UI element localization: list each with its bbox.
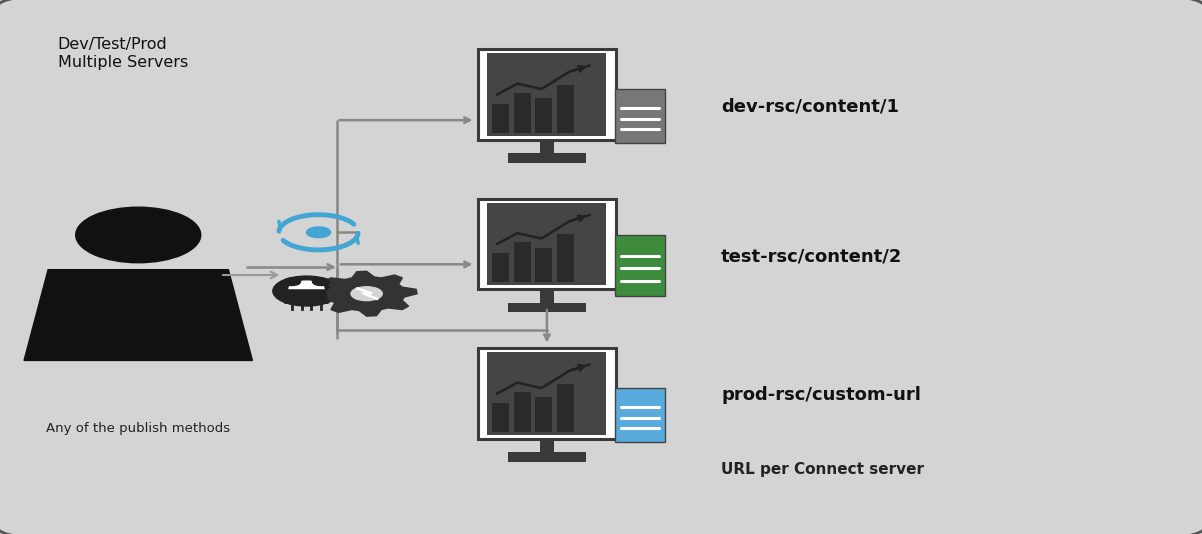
- FancyBboxPatch shape: [493, 253, 510, 282]
- Text: Any of the publish methods: Any of the publish methods: [46, 422, 231, 435]
- FancyBboxPatch shape: [536, 397, 553, 432]
- FancyBboxPatch shape: [488, 203, 607, 285]
- FancyBboxPatch shape: [540, 140, 554, 153]
- Circle shape: [288, 281, 325, 297]
- Polygon shape: [316, 271, 417, 316]
- FancyBboxPatch shape: [514, 242, 531, 282]
- FancyBboxPatch shape: [507, 452, 587, 462]
- FancyBboxPatch shape: [478, 348, 617, 439]
- Circle shape: [273, 276, 340, 306]
- FancyBboxPatch shape: [540, 289, 554, 303]
- Text: Dev/Test/Prod
Multiple Servers: Dev/Test/Prod Multiple Servers: [58, 37, 188, 70]
- Text: URL per Connect server: URL per Connect server: [721, 462, 924, 477]
- FancyBboxPatch shape: [615, 388, 666, 442]
- FancyBboxPatch shape: [488, 53, 607, 136]
- FancyBboxPatch shape: [478, 49, 617, 140]
- Circle shape: [76, 207, 201, 263]
- FancyBboxPatch shape: [478, 199, 617, 289]
- FancyBboxPatch shape: [488, 352, 607, 435]
- Polygon shape: [24, 270, 252, 360]
- FancyBboxPatch shape: [558, 85, 575, 133]
- FancyBboxPatch shape: [558, 384, 575, 432]
- FancyBboxPatch shape: [536, 98, 553, 133]
- FancyBboxPatch shape: [540, 439, 554, 452]
- Text: prod-rsc/custom-url: prod-rsc/custom-url: [721, 386, 921, 404]
- FancyBboxPatch shape: [615, 235, 666, 296]
- FancyBboxPatch shape: [514, 93, 531, 133]
- Circle shape: [284, 278, 300, 286]
- Circle shape: [351, 287, 382, 301]
- Circle shape: [307, 227, 331, 238]
- FancyBboxPatch shape: [558, 234, 575, 282]
- FancyBboxPatch shape: [536, 248, 553, 282]
- FancyBboxPatch shape: [493, 104, 510, 133]
- FancyBboxPatch shape: [493, 403, 510, 432]
- FancyBboxPatch shape: [507, 153, 587, 163]
- FancyBboxPatch shape: [507, 303, 587, 312]
- Text: dev-rsc/content/1: dev-rsc/content/1: [721, 98, 899, 116]
- Circle shape: [313, 278, 329, 286]
- FancyBboxPatch shape: [514, 392, 531, 432]
- Text: test-rsc/content/2: test-rsc/content/2: [721, 247, 903, 265]
- FancyBboxPatch shape: [615, 89, 666, 143]
- Polygon shape: [285, 290, 328, 303]
